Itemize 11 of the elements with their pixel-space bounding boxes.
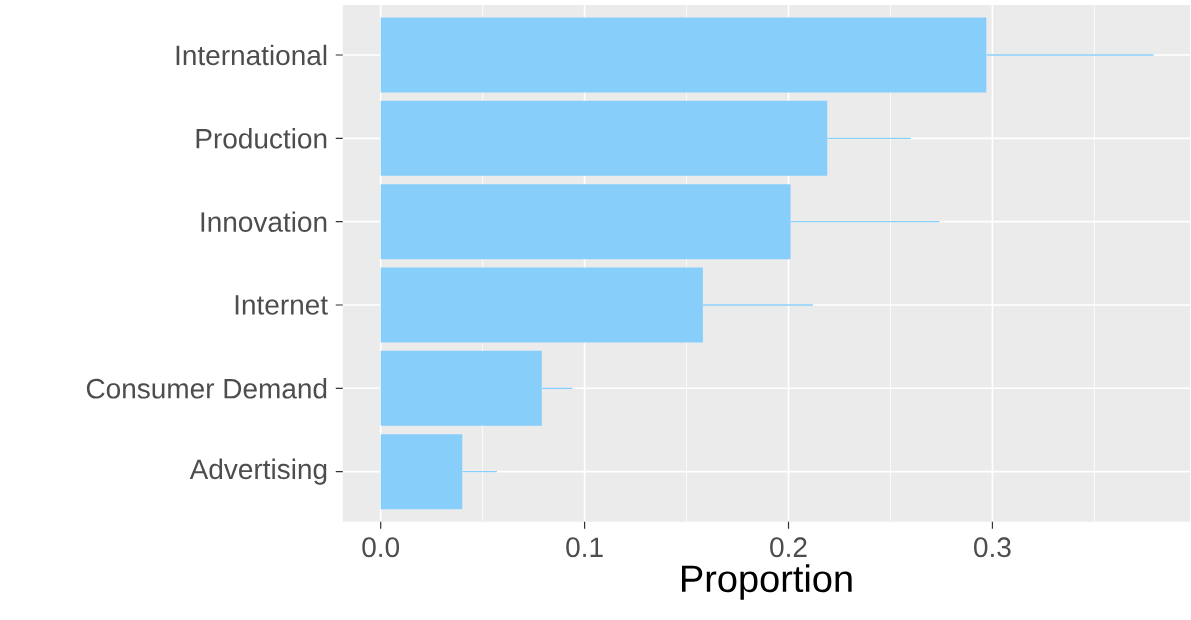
y-tick-label: Consumer Demand bbox=[86, 378, 327, 399]
x-tick-label: 0.1 bbox=[566, 537, 603, 558]
y-tick-label: Advertising bbox=[189, 458, 327, 485]
y-tick-label: Innovation bbox=[201, 211, 327, 233]
x-tick-label: 0.0 bbox=[362, 537, 400, 558]
x-tick-label: 0.2 bbox=[770, 537, 807, 558]
y-tick-label: Production bbox=[196, 128, 327, 149]
y-tick-label: Internet bbox=[235, 295, 328, 315]
x-axis-title: Proportion bbox=[682, 564, 852, 600]
y-tick-label: International bbox=[176, 44, 327, 66]
x-tick-label: 0.3 bbox=[974, 537, 1011, 558]
